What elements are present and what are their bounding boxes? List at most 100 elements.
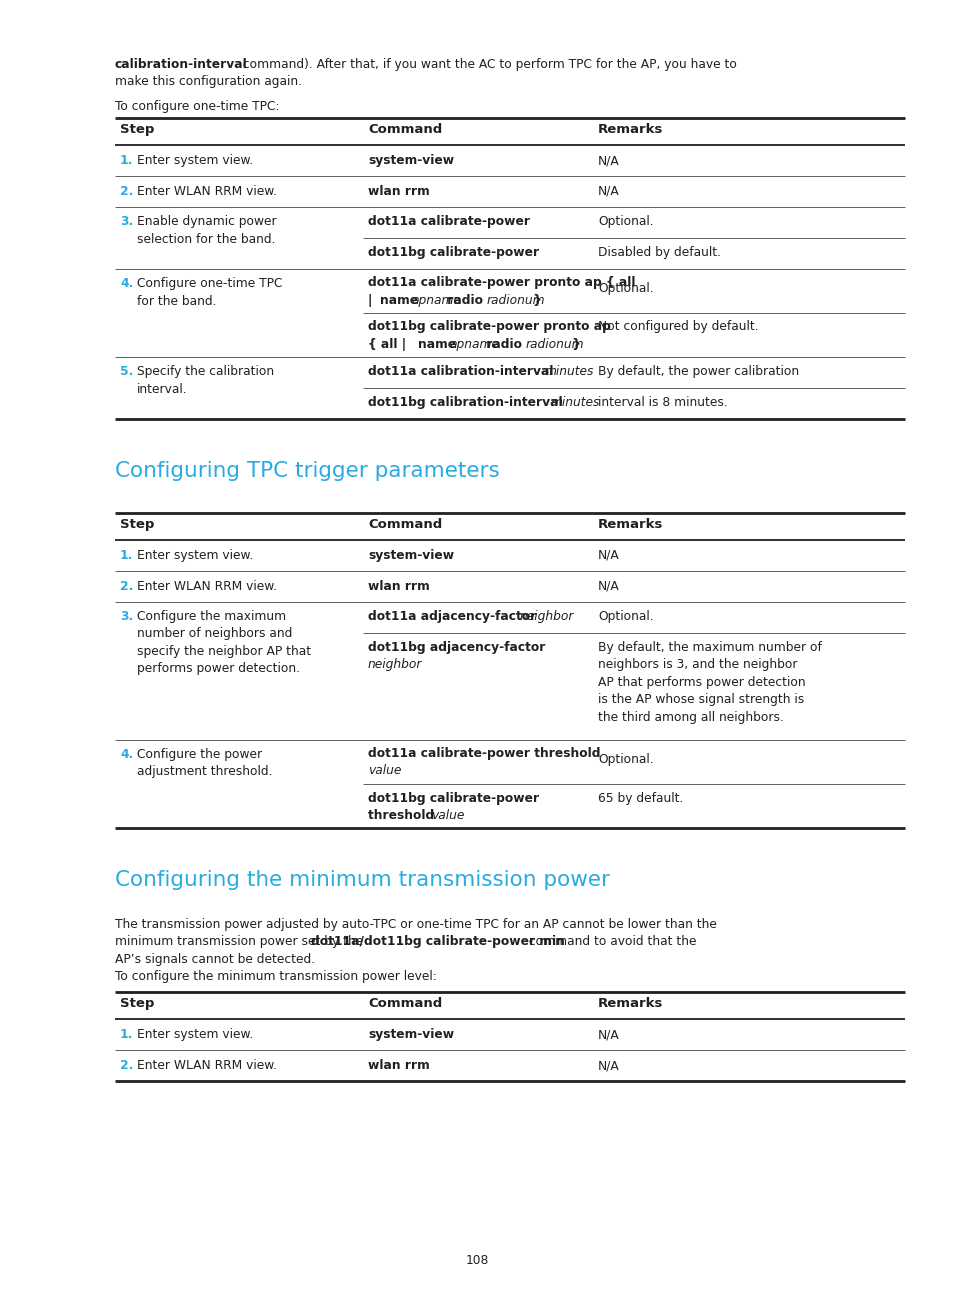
Text: the third among all neighbors.: the third among all neighbors. [598,712,783,724]
Text: 2.: 2. [120,581,133,594]
Text: Configuring TPC trigger parameters: Configuring TPC trigger parameters [115,461,499,481]
Text: Remarks: Remarks [598,518,662,531]
Text: Configure the power: Configure the power [137,748,262,761]
Text: dot11bg calibrate-power: dot11bg calibrate-power [368,792,538,805]
Text: Remarks: Remarks [598,998,662,1011]
Text: Enter WLAN RRM view.: Enter WLAN RRM view. [137,185,276,198]
Text: calibration-interval: calibration-interval [115,58,248,71]
Text: 2.: 2. [120,185,133,198]
Text: Step: Step [120,123,154,136]
Text: dot11bg calibration-interval: dot11bg calibration-interval [368,397,566,410]
Text: N/A: N/A [598,1060,619,1073]
Text: minutes: minutes [544,365,593,378]
Text: Optional.: Optional. [598,215,653,228]
Text: system-view: system-view [368,550,454,562]
Text: N/A: N/A [598,1029,619,1042]
Text: The transmission power adjusted by auto-TPC or one-time TPC for an AP cannot be : The transmission power adjusted by auto-… [115,918,716,931]
Text: N/A: N/A [598,550,619,562]
Text: N/A: N/A [598,154,619,167]
Text: 5.: 5. [120,365,133,378]
Text: minutes: minutes [550,397,599,410]
Text: dot11a calibrate-power: dot11a calibrate-power [368,215,530,228]
Text: Command: Command [368,998,442,1011]
Text: wlan rrm: wlan rrm [368,185,429,198]
Text: AP that performs power detection: AP that performs power detection [598,677,804,689]
Text: dot11a adjacency-factor: dot11a adjacency-factor [368,610,540,623]
Text: By default, the maximum number of: By default, the maximum number of [598,642,821,654]
Text: command to avoid that the: command to avoid that the [524,936,696,949]
Text: Enter WLAN RRM view.: Enter WLAN RRM view. [137,581,276,594]
Text: dot11bg adjacency-factor: dot11bg adjacency-factor [368,642,545,654]
Text: neighbor: neighbor [368,658,422,671]
Text: N/A: N/A [598,581,619,594]
Text: By default, the power calibration: By default, the power calibration [598,365,799,378]
Text: Enter system view.: Enter system view. [137,154,253,167]
Text: wlan rrm: wlan rrm [368,1060,429,1073]
Text: dot11a calibration-interval: dot11a calibration-interval [368,365,558,378]
Text: radionum: radionum [486,294,545,307]
Text: apname: apname [411,294,460,307]
Text: neighbors is 3, and the neighbor: neighbors is 3, and the neighbor [598,658,797,671]
Text: 1.: 1. [120,1029,133,1042]
Text: N/A: N/A [598,185,619,198]
Text: number of neighbors and: number of neighbors and [137,627,292,640]
Text: 108: 108 [465,1255,488,1267]
Text: system-view: system-view [368,1029,454,1042]
Text: apname: apname [450,338,499,351]
Text: performs power detection.: performs power detection. [137,662,299,675]
Text: 65 by default.: 65 by default. [598,792,682,805]
Text: AP’s signals cannot be detected.: AP’s signals cannot be detected. [115,953,314,966]
Text: 4.: 4. [120,277,133,290]
Text: dot11a/dot11bg calibrate-power min: dot11a/dot11bg calibrate-power min [311,936,564,949]
Text: Configure one-time TPC: Configure one-time TPC [137,277,282,290]
Text: radio: radio [442,294,487,307]
Text: |: | [368,294,376,307]
Text: adjustment threshold.: adjustment threshold. [137,766,273,779]
Text: 3.: 3. [120,610,133,623]
Text: To configure the minimum transmission power level:: To configure the minimum transmission po… [115,971,436,984]
Text: radionum: radionum [525,338,583,351]
Text: is the AP whose signal strength is: is the AP whose signal strength is [598,693,803,706]
Text: Enter system view.: Enter system view. [137,1029,253,1042]
Text: Enter WLAN RRM view.: Enter WLAN RRM view. [137,1060,276,1073]
Text: To configure one-time TPC:: To configure one-time TPC: [115,100,279,113]
Text: neighbor: neighbor [518,610,573,623]
Text: 4.: 4. [120,748,133,761]
Text: Optional.: Optional. [598,753,653,766]
Text: Command: Command [368,123,442,136]
Text: interval is 8 minutes.: interval is 8 minutes. [598,397,727,410]
Text: threshold: threshold [368,810,438,823]
Text: for the band.: for the band. [137,294,216,307]
Text: command). After that, if you want the AC to perform TPC for the AP, you have to: command). After that, if you want the AC… [239,58,736,71]
Text: dot11bg calibrate-power pronto ap: dot11bg calibrate-power pronto ap [368,320,610,333]
Text: radio: radio [481,338,525,351]
Text: dot11a calibrate-power threshold: dot11a calibrate-power threshold [368,746,599,759]
Text: Remarks: Remarks [598,123,662,136]
Text: interval.: interval. [137,382,188,395]
Text: wlan rrm: wlan rrm [368,581,429,594]
Text: Optional.: Optional. [598,610,653,623]
Text: dot11a calibrate-power pronto ap { all: dot11a calibrate-power pronto ap { all [368,276,635,289]
Text: minimum transmission power set by the: minimum transmission power set by the [115,936,367,949]
Text: }: } [529,294,541,307]
Text: specify the neighbor AP that: specify the neighbor AP that [137,645,311,658]
Text: }: } [568,338,580,351]
Text: Not configured by default.: Not configured by default. [598,320,758,333]
Text: selection for the band.: selection for the band. [137,232,275,245]
Text: value: value [431,810,464,823]
Text: system-view: system-view [368,154,454,167]
Text: Specify the calibration: Specify the calibration [137,365,274,378]
Text: Step: Step [120,998,154,1011]
Text: name: name [418,338,460,351]
Text: Enter system view.: Enter system view. [137,550,253,562]
Text: Optional.: Optional. [598,283,653,295]
Text: name: name [379,294,421,307]
Text: 1.: 1. [120,154,133,167]
Text: 3.: 3. [120,215,133,228]
Text: Command: Command [368,518,442,531]
Text: 1.: 1. [120,550,133,562]
Text: make this configuration again.: make this configuration again. [115,75,302,88]
Text: Configure the maximum: Configure the maximum [137,610,286,623]
Text: dot11bg calibrate-power: dot11bg calibrate-power [368,246,538,259]
Text: Disabled by default.: Disabled by default. [598,246,720,259]
